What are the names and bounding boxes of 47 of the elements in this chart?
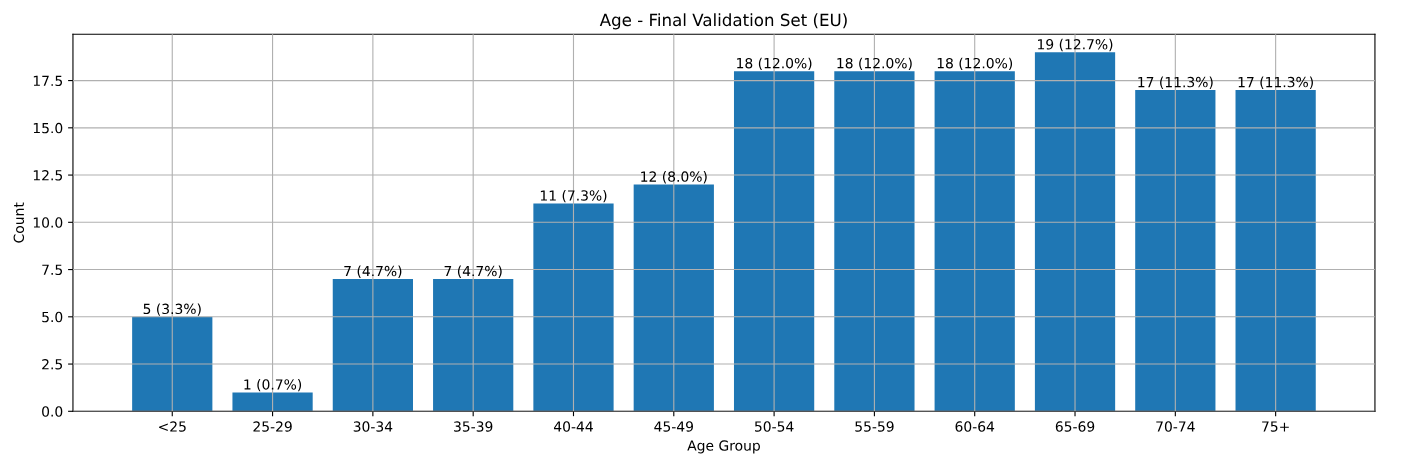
bar bbox=[1235, 90, 1316, 412]
data-label: 18 (12.0%) bbox=[737, 57, 812, 71]
y-tick-label: 17.5 bbox=[33, 75, 63, 87]
x-tick-label: 75+ bbox=[1262, 421, 1289, 432]
y-tick-label: 10.0 bbox=[33, 217, 63, 228]
data-label: 7 (4.7%) bbox=[344, 265, 402, 278]
data-label: 5 (3.3%) bbox=[143, 303, 201, 316]
x-tick-label: 25-29 bbox=[253, 421, 292, 432]
bar bbox=[533, 203, 614, 412]
x-tick-label: 40-44 bbox=[553, 421, 593, 432]
bar bbox=[834, 71, 915, 412]
y-axis-title: Count bbox=[13, 202, 25, 243]
y-tick-label: 7.5 bbox=[42, 264, 63, 276]
data-label: 1 (0.7%) bbox=[244, 378, 302, 392]
x-tick-label: 35-39 bbox=[454, 421, 493, 432]
x-tick-label: 55-59 bbox=[855, 421, 894, 432]
x-tick-label: 30-34 bbox=[353, 421, 393, 432]
x-tick-label: 65-69 bbox=[1055, 421, 1095, 432]
data-label: 18 (12.0%) bbox=[837, 57, 912, 71]
data-label: 7 (4.7%) bbox=[444, 265, 502, 278]
data-label: 19 (12.7%) bbox=[1038, 38, 1113, 52]
bar bbox=[1135, 90, 1216, 412]
data-label: 18 (12.0%) bbox=[937, 57, 1013, 71]
data-label: 17 (11.3%) bbox=[1138, 76, 1213, 89]
data-label: 17 (11.3%) bbox=[1238, 76, 1313, 89]
bar bbox=[633, 184, 714, 412]
y-tick-label: 12.5 bbox=[33, 170, 63, 181]
x-axis-title: Age Group bbox=[687, 440, 760, 454]
bar bbox=[733, 71, 815, 412]
x-tick-label: 45-49 bbox=[654, 421, 693, 432]
x-tick-label: 50-54 bbox=[754, 421, 794, 432]
x-tick-label: 60-64 bbox=[955, 421, 995, 432]
chart-title: Age - Final Validation Set (EU) bbox=[599, 13, 847, 30]
x-tick-label: <25 bbox=[159, 421, 186, 432]
data-label: 12 (8.0%) bbox=[641, 171, 707, 184]
y-tick-label: 2.5 bbox=[42, 359, 63, 370]
bar bbox=[934, 71, 1015, 412]
y-tick-label: 5.0 bbox=[42, 311, 63, 323]
bar bbox=[1034, 52, 1116, 412]
bar bbox=[332, 279, 413, 412]
y-tick-label: 0.0 bbox=[42, 406, 63, 417]
bar bbox=[433, 279, 514, 412]
bar bbox=[132, 316, 213, 412]
x-tick-label: 70-74 bbox=[1156, 421, 1195, 432]
y-tick-label: 15.0 bbox=[33, 122, 63, 134]
data-label: 11 (7.3%) bbox=[540, 189, 607, 203]
bar bbox=[232, 392, 313, 412]
